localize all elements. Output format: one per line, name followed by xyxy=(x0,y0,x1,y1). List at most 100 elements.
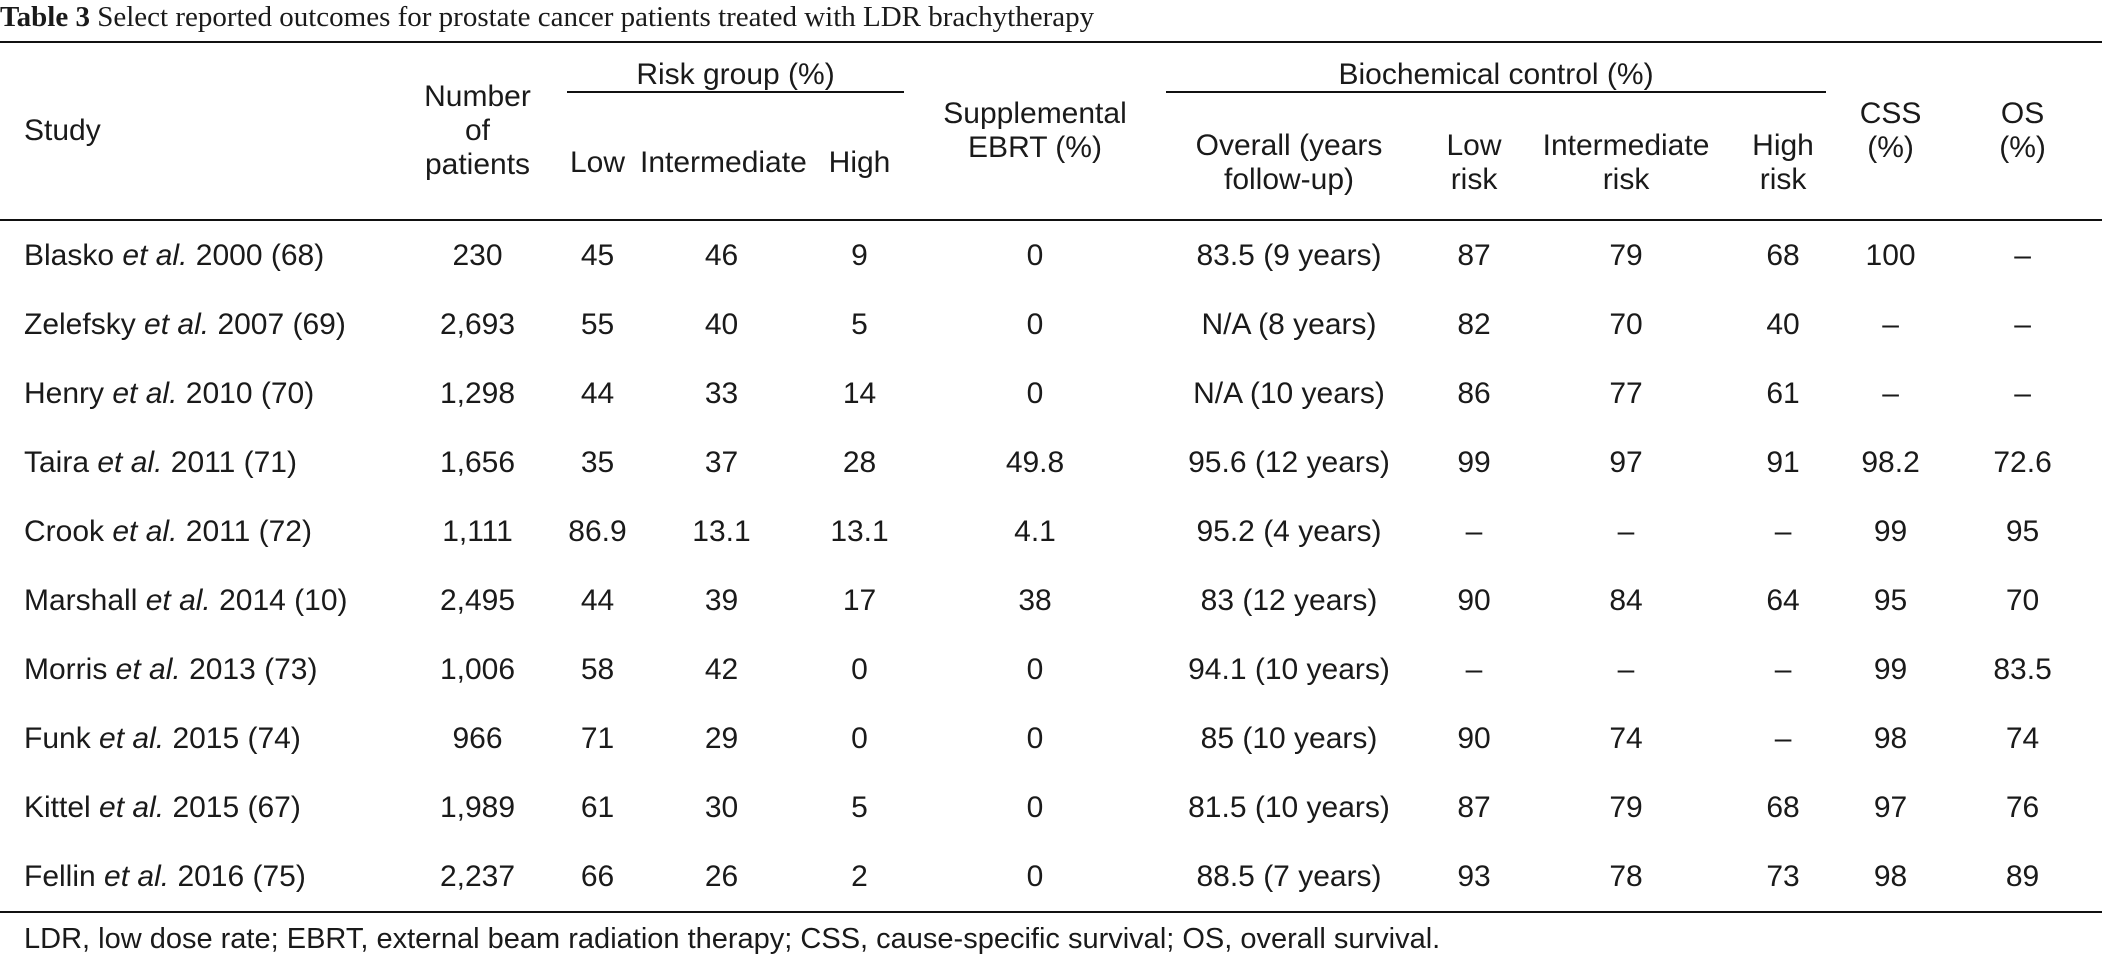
low-risk-cell: 87 xyxy=(1457,790,1491,824)
table-row: Kittel et al. 2015 (67) 1,989 61 30 5 0 … xyxy=(0,773,2102,842)
risk-intermediate-cell: 46 xyxy=(704,238,739,272)
css-cell: 95 xyxy=(1873,583,1908,617)
header-study: Study xyxy=(24,114,101,147)
risk-low-cell: 55 xyxy=(580,307,615,341)
ebrt-cell: 0 xyxy=(1026,376,1044,410)
header-high-risk: High risk xyxy=(1728,107,1838,220)
os-cell: 70 xyxy=(2005,583,2040,617)
high-risk-cell: 68 xyxy=(1766,790,1800,824)
header-biochemical-control: Biochemical control (%) xyxy=(1154,42,1838,107)
risk-high-cell: 0 xyxy=(851,652,868,686)
intermediate-risk-cell: 97 xyxy=(1609,445,1643,479)
study-cell: Fellin et al. 2016 (75) xyxy=(0,842,400,912)
risk-intermediate-cell: 29 xyxy=(704,721,739,755)
risk-intermediate-cell: 30 xyxy=(704,790,739,824)
header-risk-low: Low xyxy=(569,146,626,179)
intermediate-risk-cell: 78 xyxy=(1609,859,1643,893)
table-body: Blasko et al. 2000 (68) 230 45 46 9 0 83… xyxy=(0,220,2102,912)
study-author: Taira xyxy=(24,445,90,479)
risk-high-cell: 5 xyxy=(851,790,868,824)
low-risk-cell: 86 xyxy=(1457,376,1491,410)
os-cell: – xyxy=(2014,307,2031,341)
os-cell: 95 xyxy=(2005,514,2040,548)
study-year-ref: 2015 (74) xyxy=(172,721,301,755)
table-row: Marshall et al. 2014 (10) 2,495 44 39 17… xyxy=(0,566,2102,635)
study-author: Crook xyxy=(24,514,105,548)
low-risk-cell: – xyxy=(1465,652,1483,686)
os-cell: 83.5 xyxy=(1993,652,2052,686)
risk-high-cell: 5 xyxy=(851,307,868,341)
study-year-ref: 2007 (69) xyxy=(217,307,346,341)
risk-intermediate-cell: 37 xyxy=(704,445,739,479)
overall-cell: 83.5 (9 years) xyxy=(1196,238,1382,272)
ebrt-cell: 0 xyxy=(1026,790,1044,824)
overall-cell: N/A (10 years) xyxy=(1193,376,1385,410)
high-risk-cell: – xyxy=(1774,721,1792,755)
study-year-ref: 2011 (71) xyxy=(170,445,297,479)
study-year-ref: 2015 (67) xyxy=(172,790,301,824)
study-author: Funk xyxy=(24,721,91,755)
risk-intermediate-cell: 26 xyxy=(704,859,739,893)
risk-high-cell: 13.1 xyxy=(830,514,889,548)
study-etal: et al. xyxy=(97,445,163,479)
ebrt-cell: 0 xyxy=(1026,721,1044,755)
risk-high-cell: 2 xyxy=(851,859,868,893)
table-row: Fellin et al. 2016 (75) 2,237 66 26 2 0 … xyxy=(0,842,2102,912)
header-risk-group: Risk group (%) xyxy=(555,42,916,107)
ebrt-cell: 38 xyxy=(1018,583,1052,617)
intermediate-risk-cell: 77 xyxy=(1609,376,1643,410)
overall-cell: 81.5 (10 years) xyxy=(1188,790,1390,824)
study-year-ref: 2011 (72) xyxy=(185,514,312,548)
header-intermediate-risk-label: Intermediate risk xyxy=(1542,129,1710,196)
study-cell: Blasko et al. 2000 (68) xyxy=(0,220,400,290)
intermediate-risk-cell: 70 xyxy=(1609,307,1643,341)
os-cell: – xyxy=(2014,376,2031,410)
risk-low-cell: 35 xyxy=(580,445,615,479)
css-cell: 98.2 xyxy=(1861,445,1920,479)
study-etal: et al. xyxy=(112,514,178,548)
outcomes-table: Study Number of patients Risk group (%) … xyxy=(0,41,2102,913)
low-risk-cell: 82 xyxy=(1457,307,1491,341)
os-cell: 76 xyxy=(2005,790,2040,824)
risk-low-cell: 71 xyxy=(580,721,615,755)
table-caption: Table 3 Select reported outcomes for pro… xyxy=(0,0,2102,40)
intermediate-risk-cell: – xyxy=(1617,652,1635,686)
header-supplemental-ebrt-label: Supplemental EBRT (%) xyxy=(943,97,1127,164)
study-author: Blasko xyxy=(24,238,115,272)
patients-cell: 1,989 xyxy=(439,790,516,824)
patients-cell: 1,111 xyxy=(442,514,513,548)
intermediate-risk-cell: 79 xyxy=(1609,790,1643,824)
patients-cell: 2,237 xyxy=(439,859,516,893)
high-risk-cell: 73 xyxy=(1766,859,1800,893)
overall-cell: 88.5 (7 years) xyxy=(1196,859,1382,893)
study-author: Zelefsky xyxy=(24,307,136,341)
css-cell: 100 xyxy=(1865,238,1916,272)
ebrt-cell: 0 xyxy=(1026,238,1044,272)
study-year-ref: 2010 (70) xyxy=(185,376,315,410)
patients-cell: 2,495 xyxy=(439,583,516,617)
study-cell: Henry et al. 2010 (70) xyxy=(0,359,400,428)
ebrt-cell: 0 xyxy=(1026,307,1044,341)
study-etal: et al. xyxy=(145,583,211,617)
study-cell: Crook et al. 2011 (72) xyxy=(0,497,400,566)
study-cell: Kittel et al. 2015 (67) xyxy=(0,773,400,842)
high-risk-cell: – xyxy=(1774,514,1792,548)
overall-cell: 83 (12 years) xyxy=(1200,583,1378,617)
risk-high-cell: 9 xyxy=(851,238,868,272)
low-risk-cell: 87 xyxy=(1457,238,1491,272)
patients-cell: 966 xyxy=(452,721,503,755)
patients-cell: 1,656 xyxy=(439,445,516,479)
css-cell: – xyxy=(1882,376,1899,410)
study-author: Morris xyxy=(24,652,108,686)
study-etal: et al. xyxy=(115,652,181,686)
header-overall: Overall (years follow-up) xyxy=(1154,107,1424,220)
low-risk-cell: 90 xyxy=(1457,721,1491,755)
overall-cell: 95.2 (4 years) xyxy=(1196,514,1382,548)
high-risk-cell: 91 xyxy=(1766,445,1800,479)
table-row: Blasko et al. 2000 (68) 230 45 46 9 0 83… xyxy=(0,220,2102,290)
risk-intermediate-cell: 33 xyxy=(704,376,739,410)
risk-low-cell: 66 xyxy=(580,859,615,893)
header-intermediate-risk: Intermediate risk xyxy=(1524,107,1728,220)
low-risk-cell: 90 xyxy=(1457,583,1491,617)
study-author: Fellin xyxy=(24,859,96,893)
